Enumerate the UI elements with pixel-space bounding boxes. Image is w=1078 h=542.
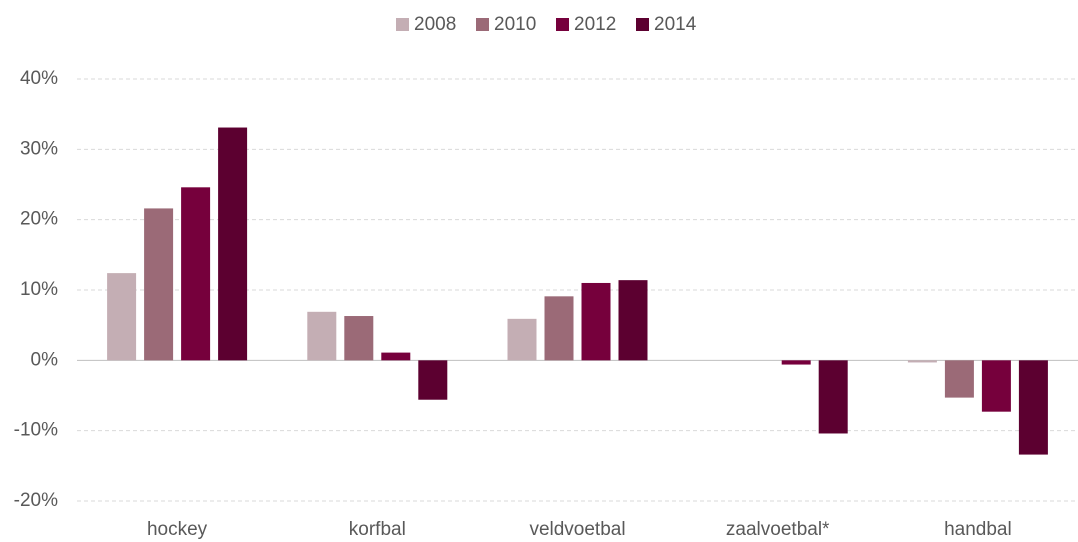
- bar: [381, 352, 411, 361]
- y-tick-label: 30%: [20, 138, 58, 159]
- legend-label: 2012: [574, 14, 616, 35]
- bar: [507, 318, 537, 361]
- x-tick-label: veldvoetbal: [529, 519, 625, 540]
- y-tick-label: 0%: [31, 349, 59, 370]
- y-tick-label: -10%: [14, 420, 58, 441]
- bar: [781, 360, 811, 365]
- bar: [307, 311, 337, 361]
- bar: [944, 360, 974, 398]
- legend-swatch: [476, 18, 489, 31]
- x-tick-label: zaalvoetbal*: [726, 519, 830, 540]
- y-tick-label: -20%: [14, 490, 58, 511]
- y-tick-label: 20%: [20, 209, 58, 230]
- legend-swatch: [556, 18, 569, 31]
- bar: [218, 127, 248, 361]
- y-tick-label: 40%: [20, 68, 58, 89]
- legend-swatch: [636, 18, 649, 31]
- x-tick-label: hockey: [147, 519, 208, 540]
- x-tick-label: handbal: [944, 519, 1012, 540]
- bar: [907, 360, 937, 363]
- bar: [544, 296, 574, 361]
- legend-label: 2008: [414, 14, 456, 35]
- y-tick-label: 10%: [20, 279, 58, 300]
- bar: [181, 187, 211, 361]
- x-tick-label: korfbal: [349, 519, 406, 540]
- legend-label: 2010: [494, 14, 536, 35]
- bar: [418, 360, 448, 400]
- bar: [144, 208, 174, 361]
- bar: [581, 282, 611, 361]
- bar: [818, 360, 848, 434]
- legend-swatch: [396, 18, 409, 31]
- bar: [344, 316, 374, 361]
- bar: [1018, 360, 1048, 455]
- bar: [618, 280, 648, 361]
- legend-label: 2014: [654, 14, 697, 35]
- bar: [107, 273, 137, 361]
- bar: [981, 360, 1011, 412]
